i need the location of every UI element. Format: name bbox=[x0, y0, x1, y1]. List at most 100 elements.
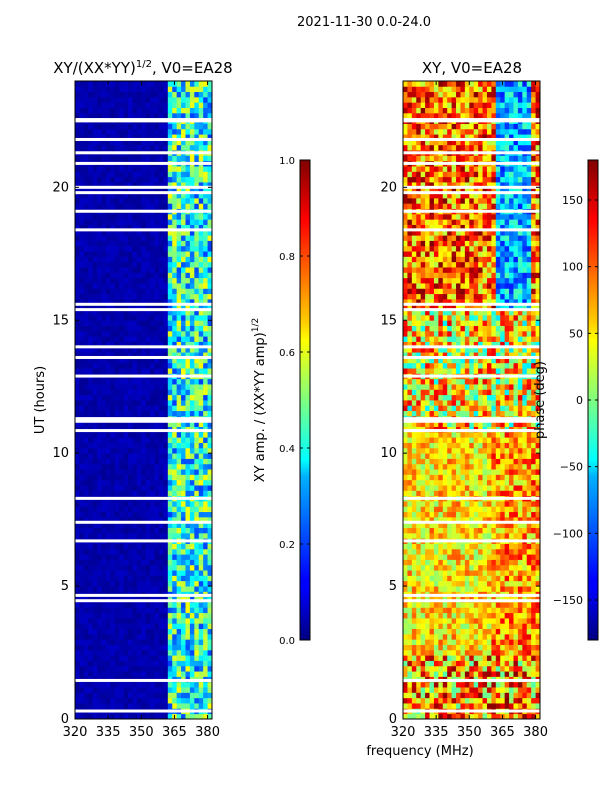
heatmap-cell bbox=[207, 128, 213, 135]
heatmap-cell bbox=[495, 586, 501, 592]
heatmap-cell bbox=[469, 660, 475, 667]
heatmap-cell bbox=[101, 506, 107, 513]
heatmap-cell bbox=[150, 649, 155, 656]
heatmap-cell bbox=[158, 421, 164, 427]
flagged-row bbox=[75, 308, 212, 312]
heatmap-cell bbox=[110, 389, 116, 396]
heatmap-cell bbox=[79, 256, 85, 263]
heatmap-cell bbox=[189, 362, 195, 369]
heatmap-cell bbox=[150, 314, 155, 321]
heatmap-cell bbox=[132, 96, 138, 103]
heatmap-cell bbox=[128, 213, 133, 220]
heatmap-cell bbox=[101, 671, 107, 677]
heatmap-cell bbox=[128, 320, 133, 326]
heatmap-cell bbox=[154, 102, 160, 108]
heatmap-cell bbox=[150, 293, 155, 300]
heatmap-cell bbox=[75, 267, 80, 273]
heatmap-cell bbox=[172, 522, 178, 528]
heatmap-cell bbox=[88, 697, 94, 704]
heatmap-cell bbox=[456, 559, 461, 566]
heatmap-cell bbox=[158, 155, 164, 162]
heatmap-cell bbox=[92, 134, 98, 140]
heatmap-cell bbox=[203, 501, 208, 507]
heatmap-cell bbox=[83, 479, 89, 486]
heatmap-cell bbox=[114, 644, 120, 651]
heatmap-cell bbox=[88, 102, 94, 108]
heatmap-cell bbox=[114, 458, 120, 465]
heatmap-cell bbox=[97, 261, 102, 268]
heatmap-cell bbox=[473, 564, 479, 571]
heatmap-cell bbox=[141, 352, 147, 358]
heatmap-cell bbox=[189, 277, 195, 284]
heatmap-cell bbox=[407, 602, 413, 608]
heatmap-cell bbox=[163, 410, 169, 417]
heatmap-cell bbox=[145, 453, 151, 459]
heatmap-cell bbox=[181, 410, 186, 417]
heatmap-cell bbox=[101, 182, 107, 188]
heatmap-cell bbox=[420, 644, 426, 651]
heatmap-cell bbox=[163, 671, 169, 677]
heatmap-cell bbox=[119, 437, 125, 443]
heatmap-cell bbox=[97, 394, 102, 401]
heatmap-cell bbox=[75, 431, 80, 438]
heatmap-cell bbox=[114, 171, 120, 178]
heatmap-cell bbox=[101, 527, 107, 534]
heatmap-cell bbox=[110, 352, 116, 358]
heatmap-cell bbox=[110, 575, 116, 582]
heatmap-cell bbox=[141, 314, 147, 321]
heatmap-cell bbox=[105, 447, 111, 454]
heatmap-cell bbox=[509, 612, 514, 619]
heatmap-cell bbox=[158, 102, 164, 108]
heatmap-cell bbox=[509, 681, 514, 688]
heatmap-cell bbox=[172, 490, 178, 497]
heatmap-cell bbox=[411, 644, 417, 651]
heatmap-cell bbox=[172, 320, 178, 326]
heatmap-cell bbox=[132, 564, 138, 571]
heatmap-cell bbox=[141, 639, 147, 645]
heatmap-cell bbox=[411, 516, 417, 523]
heatmap-cell bbox=[114, 400, 120, 406]
heatmap-cell bbox=[88, 144, 94, 151]
heatmap-cell bbox=[429, 649, 435, 656]
heatmap-cell bbox=[451, 703, 457, 709]
heatmap-cell bbox=[110, 532, 116, 539]
heatmap-cell bbox=[79, 134, 85, 140]
heatmap-cell bbox=[517, 543, 523, 550]
heatmap-cell bbox=[464, 527, 470, 534]
heatmap-cell bbox=[517, 697, 523, 704]
heatmap-cell bbox=[500, 644, 506, 651]
heatmap-cell bbox=[517, 644, 523, 651]
heatmap-cell bbox=[141, 362, 147, 369]
heatmap-cell bbox=[123, 112, 129, 119]
heatmap-cell bbox=[176, 644, 182, 651]
heatmap-cell bbox=[198, 251, 204, 257]
heatmap-cell bbox=[105, 697, 111, 704]
heatmap-cell bbox=[176, 660, 182, 667]
heatmap-cell bbox=[158, 479, 164, 486]
heatmap-cell bbox=[150, 368, 155, 374]
heatmap-cell bbox=[185, 197, 191, 204]
heatmap-cell bbox=[154, 617, 160, 624]
heatmap-cell bbox=[495, 602, 501, 608]
heatmap-cell bbox=[403, 522, 408, 528]
heatmap-cell bbox=[105, 261, 111, 268]
heatmap-cell bbox=[123, 463, 129, 470]
heatmap-cell bbox=[75, 293, 80, 300]
heatmap-cell bbox=[158, 192, 164, 199]
heatmap-cell bbox=[429, 644, 435, 651]
heatmap-cell bbox=[114, 623, 120, 630]
heatmap-cell bbox=[83, 703, 89, 709]
heatmap-cell bbox=[114, 357, 120, 364]
heatmap-cell bbox=[105, 554, 111, 560]
heatmap-cell bbox=[185, 628, 191, 635]
heatmap-cell bbox=[185, 251, 191, 257]
heatmap-cell bbox=[75, 479, 80, 486]
heatmap-cell bbox=[194, 240, 200, 247]
heatmap-cell bbox=[198, 400, 204, 406]
heatmap-cell bbox=[460, 692, 466, 699]
heatmap-cell bbox=[522, 522, 528, 528]
heatmap-cell bbox=[110, 607, 116, 614]
heatmap-cell bbox=[132, 671, 138, 677]
heatmap-cell bbox=[119, 112, 125, 119]
heatmap-cell bbox=[114, 703, 120, 709]
